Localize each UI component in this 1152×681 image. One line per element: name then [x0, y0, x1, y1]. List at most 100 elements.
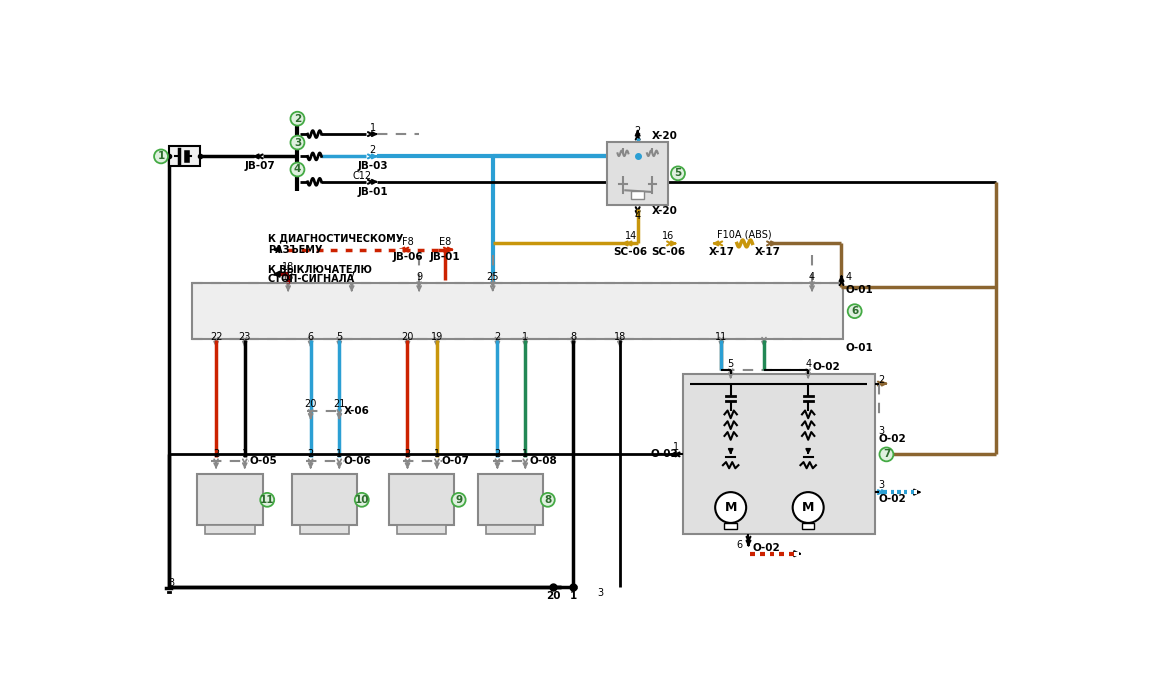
Text: O-02: O-02 [651, 449, 679, 460]
Bar [396, 525, 446, 535]
Circle shape [540, 493, 555, 507]
Text: 2: 2 [879, 375, 885, 385]
Text: 1: 1 [158, 151, 165, 161]
Text: F8: F8 [402, 237, 414, 247]
Text: 5: 5 [674, 168, 682, 178]
Circle shape [879, 447, 894, 461]
Text: 8: 8 [544, 495, 552, 505]
Text: 3: 3 [879, 426, 885, 437]
Circle shape [793, 492, 824, 523]
Text: 6: 6 [736, 540, 742, 550]
Text: 19: 19 [431, 332, 444, 342]
Text: O-08: O-08 [530, 456, 558, 466]
Text: O-05: O-05 [249, 456, 278, 466]
Circle shape [355, 493, 369, 507]
Text: 18: 18 [614, 332, 626, 342]
Bar [192, 283, 843, 339]
Text: O-02: O-02 [752, 543, 780, 554]
Text: X-17: X-17 [755, 247, 781, 257]
Text: К ВЫКЛЮЧАТЕЛЮ: К ВЫКЛЮЧАТЕЛЮ [268, 265, 372, 274]
Text: JB-07: JB-07 [245, 161, 275, 172]
Circle shape [670, 166, 685, 180]
Text: O-07: O-07 [441, 456, 470, 466]
Text: 3: 3 [169, 578, 175, 588]
Text: O-06: O-06 [344, 456, 372, 466]
Text: JB-01: JB-01 [430, 252, 460, 262]
Circle shape [290, 136, 304, 150]
Bar [291, 475, 357, 525]
Text: 2: 2 [494, 332, 500, 342]
Text: 4: 4 [635, 210, 641, 221]
Text: 18: 18 [282, 272, 294, 283]
Text: 11: 11 [260, 495, 274, 505]
Text: 11: 11 [715, 332, 728, 342]
Text: SC-06: SC-06 [614, 247, 647, 257]
Text: JB-01: JB-01 [357, 187, 388, 197]
Text: O-02: O-02 [812, 362, 840, 372]
Text: 7: 7 [349, 272, 355, 283]
Text: 1: 1 [336, 449, 342, 458]
Text: 2: 2 [404, 449, 410, 458]
Text: JB-06: JB-06 [392, 252, 423, 262]
Text: 22: 22 [210, 332, 222, 342]
Bar [486, 525, 536, 535]
Bar [802, 523, 814, 529]
Text: РАЗЪЕМУ: РАЗЪЕМУ [268, 244, 323, 255]
Text: 2: 2 [308, 449, 313, 458]
Bar [300, 525, 349, 535]
Text: 20: 20 [304, 399, 317, 409]
Bar [169, 146, 199, 166]
Text: 3: 3 [598, 588, 604, 598]
Text: 1: 1 [673, 442, 679, 452]
Text: 2: 2 [494, 449, 500, 458]
Circle shape [290, 163, 304, 176]
Text: 3: 3 [879, 480, 885, 490]
Text: 1: 1 [522, 449, 529, 458]
Bar [683, 375, 874, 535]
Text: 8: 8 [570, 332, 576, 342]
Circle shape [260, 493, 274, 507]
Circle shape [715, 492, 746, 523]
Text: M: M [725, 501, 737, 514]
Text: 23: 23 [238, 332, 251, 342]
Circle shape [154, 150, 168, 163]
Text: 20: 20 [401, 332, 414, 342]
Text: 3: 3 [294, 138, 301, 148]
Circle shape [848, 304, 862, 318]
Bar [725, 523, 737, 529]
Bar [205, 525, 255, 535]
Text: 4: 4 [294, 165, 301, 174]
Text: 21: 21 [333, 399, 346, 409]
Text: O-02: O-02 [879, 434, 907, 444]
Circle shape [290, 112, 304, 125]
Text: 7: 7 [882, 449, 890, 460]
Circle shape [452, 493, 465, 507]
Text: 4: 4 [809, 272, 816, 283]
Text: E8: E8 [439, 237, 450, 247]
Text: 9: 9 [416, 272, 422, 283]
Bar [478, 475, 543, 525]
Text: F10A (ABS): F10A (ABS) [718, 229, 772, 239]
Text: 1: 1 [242, 449, 248, 458]
Text: SC-06: SC-06 [651, 247, 685, 257]
Text: К ДИАГНОСТИЧЕСКОМУ: К ДИАГНОСТИЧЕСКОМУ [268, 234, 403, 244]
Text: 2: 2 [370, 145, 376, 155]
Text: M: M [802, 501, 814, 514]
Text: 9: 9 [455, 495, 462, 505]
Text: X-17: X-17 [708, 247, 734, 257]
Text: 2: 2 [213, 449, 219, 458]
Text: 6: 6 [308, 332, 313, 342]
Text: O-02: O-02 [879, 494, 907, 504]
Text: 1: 1 [522, 332, 529, 342]
Text: 5: 5 [336, 332, 342, 342]
Text: 16: 16 [661, 231, 674, 240]
Text: 25: 25 [486, 272, 499, 283]
Bar [197, 475, 263, 525]
Text: 5: 5 [728, 358, 734, 368]
Text: C12: C12 [353, 171, 371, 180]
Text: 4: 4 [805, 358, 811, 368]
Text: 18: 18 [282, 262, 294, 272]
Text: JB-03: JB-03 [357, 161, 388, 171]
Text: 2: 2 [294, 114, 301, 124]
Text: X-20: X-20 [652, 131, 677, 140]
